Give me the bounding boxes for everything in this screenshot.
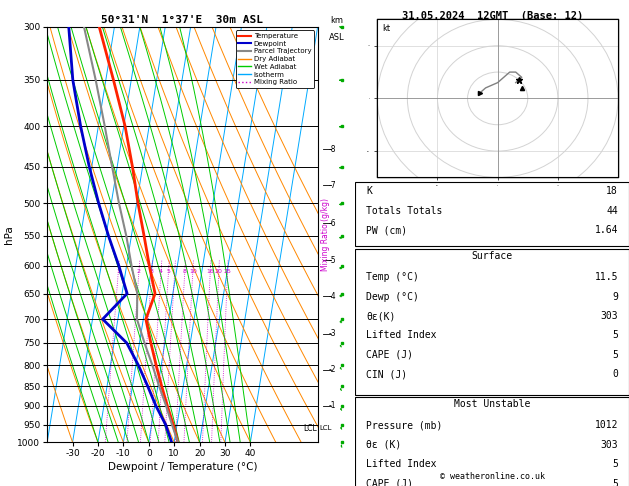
Text: Lifted Index: Lifted Index — [366, 330, 437, 341]
Text: 16: 16 — [206, 269, 214, 274]
Text: Mixing Ratio (g/kg): Mixing Ratio (g/kg) — [321, 198, 330, 271]
Text: 44: 44 — [606, 206, 618, 216]
Text: Totals Totals: Totals Totals — [366, 206, 443, 216]
Text: 1.64: 1.64 — [594, 225, 618, 235]
Text: -4: -4 — [329, 292, 337, 301]
Text: Most Unstable: Most Unstable — [454, 399, 530, 410]
Text: θε(K): θε(K) — [366, 311, 396, 321]
Text: km: km — [330, 16, 343, 25]
Text: Lifted Index: Lifted Index — [366, 459, 437, 469]
Text: Surface: Surface — [472, 251, 513, 261]
Text: 303: 303 — [601, 311, 618, 321]
Text: CIN (J): CIN (J) — [366, 369, 408, 380]
Text: 2: 2 — [137, 269, 141, 274]
Text: 303: 303 — [601, 440, 618, 450]
Text: CAPE (J): CAPE (J) — [366, 350, 413, 360]
Text: -7: -7 — [329, 181, 337, 190]
Y-axis label: hPa: hPa — [4, 225, 14, 244]
Text: © weatheronline.co.uk: © weatheronline.co.uk — [440, 472, 545, 481]
Text: 1012: 1012 — [594, 420, 618, 431]
Bar — [355, 397, 629, 486]
Text: 0: 0 — [612, 369, 618, 380]
Text: Dewp (°C): Dewp (°C) — [366, 292, 419, 302]
Text: Pressure (mb): Pressure (mb) — [366, 420, 443, 431]
Text: 10: 10 — [189, 269, 197, 274]
Text: 8: 8 — [183, 269, 187, 274]
Text: -5: -5 — [329, 256, 337, 265]
Text: 3: 3 — [150, 269, 153, 274]
X-axis label: Dewpoint / Temperature (°C): Dewpoint / Temperature (°C) — [108, 462, 257, 472]
Text: -2: -2 — [329, 365, 337, 374]
Text: 9: 9 — [612, 292, 618, 302]
Text: 5: 5 — [612, 479, 618, 486]
Text: -3: -3 — [329, 329, 337, 338]
Text: PW (cm): PW (cm) — [366, 225, 408, 235]
Text: 4: 4 — [159, 269, 163, 274]
Text: 25: 25 — [223, 269, 231, 274]
Text: 31.05.2024  12GMT  (Base: 12): 31.05.2024 12GMT (Base: 12) — [401, 11, 583, 21]
Text: 20: 20 — [215, 269, 223, 274]
Title: 50°31'N  1°37'E  30m ASL: 50°31'N 1°37'E 30m ASL — [101, 15, 264, 25]
Text: -6: -6 — [329, 219, 337, 227]
Legend: Temperature, Dewpoint, Parcel Trajectory, Dry Adiabat, Wet Adiabat, Isotherm, Mi: Temperature, Dewpoint, Parcel Trajectory… — [236, 30, 314, 88]
Text: LCL: LCL — [320, 425, 332, 431]
Text: -1: -1 — [329, 401, 337, 410]
Text: 1: 1 — [116, 269, 120, 274]
Text: -8: -8 — [329, 145, 337, 154]
Text: 5: 5 — [612, 459, 618, 469]
Text: ASL: ASL — [329, 33, 344, 42]
Text: 5: 5 — [167, 269, 170, 274]
Bar — [377, 19, 618, 177]
Text: CAPE (J): CAPE (J) — [366, 479, 413, 486]
Text: K: K — [366, 186, 372, 196]
Text: LCL: LCL — [303, 424, 317, 433]
Text: Temp (°C): Temp (°C) — [366, 272, 419, 282]
Text: 11.5: 11.5 — [594, 272, 618, 282]
Text: 5: 5 — [612, 330, 618, 341]
Text: 18: 18 — [606, 186, 618, 196]
Bar — [355, 249, 629, 395]
Bar — [355, 182, 629, 246]
Text: θε (K): θε (K) — [366, 440, 401, 450]
Text: 5: 5 — [612, 350, 618, 360]
